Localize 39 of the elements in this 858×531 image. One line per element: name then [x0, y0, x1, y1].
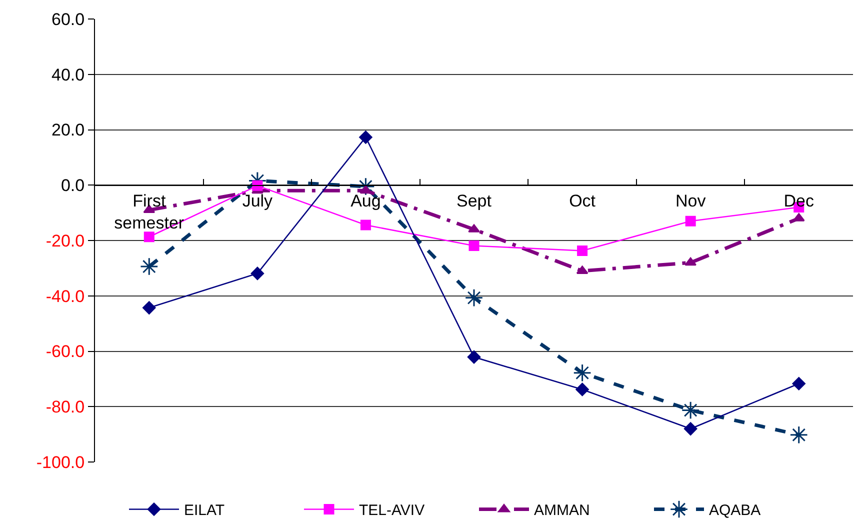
point: [359, 130, 372, 144]
point: [576, 382, 589, 396]
point: [360, 220, 371, 230]
point: [792, 377, 806, 390]
y-tick-label: -100.0: [36, 452, 85, 472]
point: [685, 216, 696, 226]
x-tick-label: Dec: [784, 192, 814, 211]
point: [468, 240, 480, 252]
point: [142, 301, 156, 314]
y-tick-label: 0.0: [60, 176, 85, 196]
point: [684, 257, 697, 266]
x-tick-label: July: [242, 192, 274, 211]
y-tick-label: 20.0: [52, 120, 85, 140]
point: [140, 257, 158, 276]
point: [790, 426, 808, 444]
y-tick-label: -80.0: [46, 398, 85, 417]
y-tick-label: -40.0: [46, 286, 85, 306]
point: [250, 266, 264, 280]
point: [577, 245, 588, 256]
y-tick-label: -60.0: [46, 342, 85, 362]
point: [573, 364, 592, 382]
point: [467, 350, 481, 364]
legend-label: AQABA: [709, 502, 761, 520]
point: [464, 288, 484, 307]
x-tick-label: Nov: [675, 192, 706, 211]
x-tick-label: Oct: [569, 192, 596, 211]
x-tick-label: Sept: [456, 192, 492, 211]
point: [681, 401, 700, 420]
x-tick-label: Aug: [350, 192, 381, 211]
point: [684, 422, 698, 436]
legend-label: AMMAN: [534, 502, 590, 520]
y-tick-label: 40.0: [52, 65, 85, 84]
y-tick-label: 60.0: [52, 10, 85, 29]
point: [252, 180, 263, 191]
legend-label: EILAT: [184, 502, 225, 520]
point: [468, 224, 480, 232]
y-tick-label: -20.0: [46, 231, 85, 250]
legend-label: TEL-AVIV: [359, 502, 425, 520]
point: [144, 232, 154, 242]
